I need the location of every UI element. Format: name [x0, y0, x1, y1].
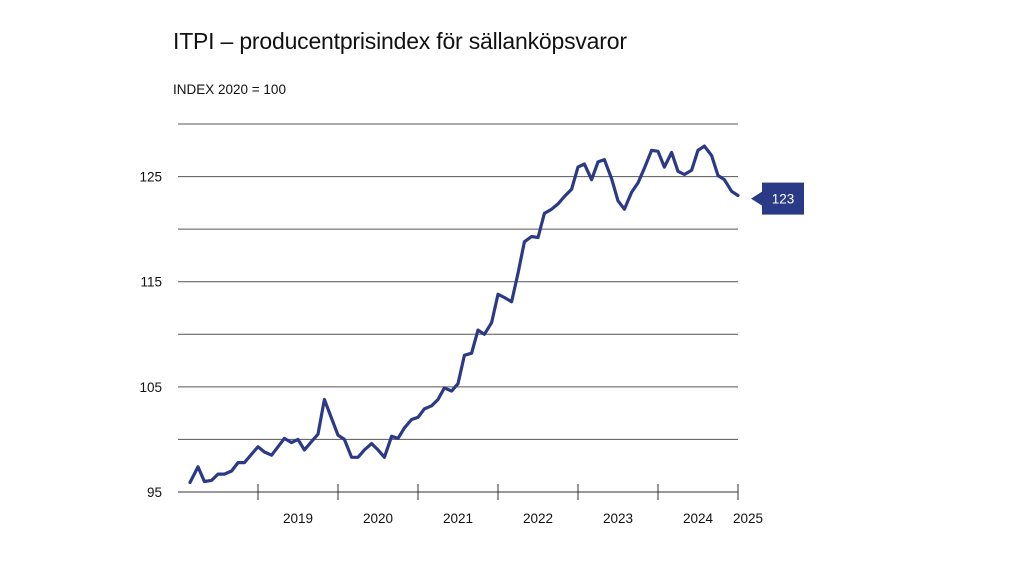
chart-subtitle: INDEX 2020 = 100: [173, 82, 286, 97]
x-tick-label-2023: 2023: [603, 511, 633, 526]
x-tick-label-2025: 2025: [733, 511, 763, 526]
x-tick-label-2022: 2022: [523, 511, 553, 526]
callout-box: [762, 182, 804, 215]
callout-label: 123: [772, 192, 795, 207]
y-tick-label-105: 105: [139, 380, 162, 395]
series-line-0: [188, 144, 740, 485]
chart-title: ITPI – producentprisindex för sällanköps…: [173, 28, 627, 54]
x-tick-label-2021: 2021: [443, 511, 473, 526]
x-tick-label-2024: 2024: [683, 511, 714, 526]
y-tick-label-125: 125: [139, 170, 162, 185]
callout-pointer: [751, 191, 762, 206]
x-tick-label-2019: 2019: [283, 511, 313, 526]
y-tick-label-95: 95: [147, 485, 162, 500]
y-tick-label-115: 115: [140, 275, 162, 290]
x-tick-label-2020: 2020: [363, 511, 393, 526]
